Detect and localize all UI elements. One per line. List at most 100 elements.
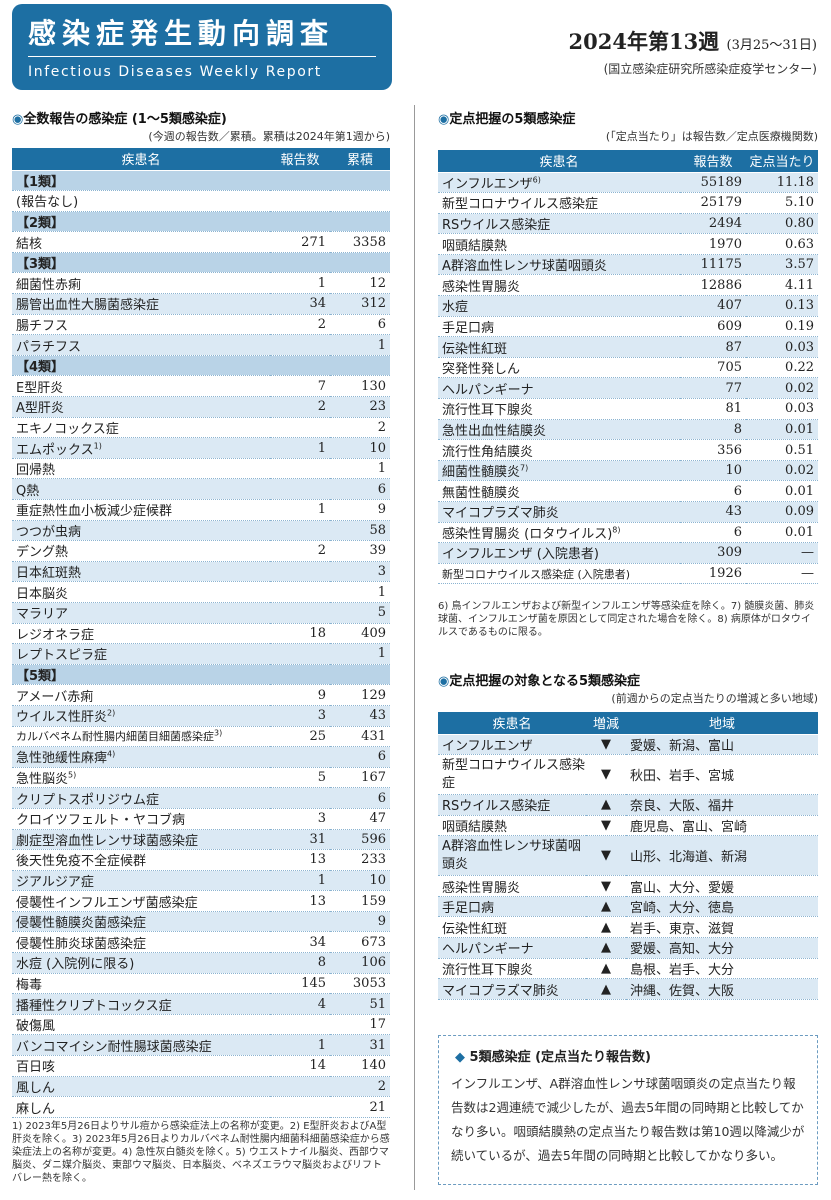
table-row: A型肝炎 2 23 (12, 396, 390, 418)
table-row: デング熱 2 39 (12, 540, 390, 562)
report-count (270, 1096, 330, 1118)
disease-name: エキノコックス症 (12, 417, 270, 439)
cumulative-total: 9 (330, 499, 390, 521)
table-row: 風しん 2 (12, 1076, 390, 1098)
diamond-bullet-icon: ◆ (455, 1050, 465, 1065)
disease-name: マイコプラズマ肺炎 (438, 501, 680, 523)
disease-name-text: 急性出血性結膜炎 (442, 423, 547, 439)
disease-name-text: A群溶血性レンサ球菌咽頭炎 (442, 259, 607, 275)
cumulative-total: 43 (330, 705, 390, 727)
report-count (270, 787, 330, 809)
report-count: 2494 (680, 213, 746, 235)
disease-name-text: 腸チフス (16, 318, 69, 334)
report-count (270, 1076, 330, 1098)
disease-name: 細菌性赤痢 (12, 272, 270, 295)
report-title: 感染症発生動向調査 (28, 17, 335, 50)
summary-box: ◆ 5類感染症 (定点当たり報告数) インフルエンザ、A群溶血性レンサ球菌咽頭炎… (438, 1035, 818, 1185)
table-row: A群溶血性レンサ球菌咽頭炎 11175 3.57 (438, 254, 818, 276)
cumulative-total: 3358 (330, 231, 390, 253)
header-banner: 感染症発生動向調査 Infectious Diseases Weekly Rep… (12, 4, 392, 90)
disease-name: 新型コロナウイルス感染症 (438, 754, 586, 796)
disease-name-text: インフルエンザ (442, 176, 533, 192)
disease-name: エムポックス1) (12, 437, 270, 459)
disease-name: ヘルパンギーナ (438, 377, 680, 400)
report-count: 43 (680, 501, 746, 523)
report-count: 9 (270, 684, 330, 706)
disease-name-text: パラチフス (16, 339, 82, 355)
disease-name: 感染性胃腸炎 (ロタウイルス)8) (438, 522, 680, 544)
disease-name: デング熱 (12, 540, 270, 562)
top-regions: 岩手、東京、滋賀 (626, 916, 818, 939)
report-count: 7 (270, 375, 330, 398)
table-row: 突発性発しん 705 0.22 (438, 357, 818, 379)
table-row: 流行性角結膜炎 356 0.51 (438, 439, 818, 461)
report-count: 309 (680, 542, 746, 564)
table-row: 伝染性紅斑 ▲ 岩手、東京、滋賀 (438, 916, 818, 939)
report-count: 1 (270, 1034, 330, 1057)
cumulative-total: 10 (330, 437, 390, 459)
table-row: 水痘 407 0.13 (438, 295, 818, 317)
report-count: 271 (270, 231, 330, 253)
per-sentinel-value: 0.02 (746, 377, 818, 400)
report-count (270, 1014, 330, 1036)
table-row: つつが虫病 58 (12, 520, 390, 542)
disease-name: 風しん (12, 1076, 270, 1098)
table-row: レプトスピラ症 1 (12, 643, 390, 665)
table-row: アメーバ赤痢 9 129 (12, 684, 390, 706)
trend-title-text: 定点把握の対象となる5類感染症 (449, 674, 640, 689)
disease-name-text: 回帰熱 (16, 463, 56, 479)
disease-name: 後天性免疫不全症候群 (12, 849, 270, 871)
cumulative-total: 233 (330, 849, 390, 871)
report-count: 3 (270, 808, 330, 830)
arrow-up-icon: ▲ (601, 940, 611, 956)
disease-name-text: E型肝炎 (16, 380, 64, 396)
table-row: 手足口病 ▲ 宮崎、大分、徳島 (438, 896, 818, 918)
table-row: 結核 271 3358 (12, 231, 390, 253)
cumulative-total: 6 (330, 787, 390, 809)
report-count: 1 (270, 437, 330, 459)
table-row: インフルエンザ ▼ 愛媛、新潟、富山 (438, 734, 818, 756)
disease-name-text: ウイルス性肝炎 (16, 710, 108, 726)
report-count: 18 (270, 623, 330, 645)
disease-name-text: 重症熱性血小板減少症候群 (16, 504, 173, 520)
cumulative-total: 1 (330, 581, 390, 603)
per-sentinel-value: 0.01 (746, 480, 818, 502)
disease-name-text: (報告なし) (16, 195, 79, 211)
per-sentinel-value: 0.80 (746, 213, 818, 235)
arrow-up-icon: ▲ (601, 919, 611, 935)
disease-name: パラチフス (12, 334, 270, 356)
cumulative-total: 2 (330, 1076, 390, 1098)
table-row: 伝染性紅斑 87 0.03 (438, 336, 818, 358)
top-regions: 山形、北海道、新潟 (626, 835, 818, 877)
report-count: 6 (680, 480, 746, 502)
disease-name-text: 播種性クリプトコックス症 (16, 998, 172, 1014)
arrow-down-icon: ▼ (601, 848, 611, 864)
table-row: 咽頭結膜熱 1970 0.63 (438, 233, 818, 255)
column-divider (414, 105, 415, 1190)
disease-name-text: バンコマイシン耐性腸球菌感染症 (16, 1039, 212, 1055)
table-row: 急性弛緩性麻痺4) 6 (12, 746, 390, 768)
disease-name-text: 細菌性髄膜炎 (442, 465, 521, 481)
cumulative-total: 1 (330, 334, 390, 356)
table-row: 新型コロナウイルス感染症 (入院患者) 1926— (438, 563, 818, 585)
footnote-marker: 7) (520, 463, 529, 473)
table-row: RSウイルス感染症 ▲ 奈良、大阪、福井 (438, 794, 818, 816)
disease-name: 百日咳 (12, 1055, 270, 1077)
trend-table: 疾患名 増減 地域 インフルエンザ ▼ 愛媛、新潟、富山 新型コロナウイルス感染症 ▼ 秋… (438, 712, 818, 1000)
disease-name: 劇症型溶血性レンサ球菌感染症 (12, 829, 270, 851)
footnote-marker: 5) (68, 770, 77, 780)
table-header-row: 疾患名 報告数 定点当たり (438, 150, 818, 173)
cumulative-total: 106 (330, 952, 390, 974)
arrow-up-icon: ▲ (601, 981, 611, 997)
cumulative-total: 1 (330, 458, 390, 480)
table-row: マラリア 5 (12, 602, 390, 624)
table-row: バンコマイシン耐性腸球菌感染症 1 31 (12, 1034, 390, 1057)
disease-name-text: 後天性免疫不全症候群 (16, 854, 147, 870)
report-subtitle: Infectious Diseases Weekly Report (28, 64, 322, 80)
left-section-note: (今週の報告数／累積。累積は2024年第1週から) (148, 130, 390, 143)
report-count (270, 643, 330, 665)
cumulative-total: 10 (330, 870, 390, 892)
disease-name: インフルエンザ6) (438, 172, 680, 194)
footnote-marker: 4) (107, 750, 116, 760)
table-header-row: 疾患名 増減 地域 (438, 712, 818, 735)
